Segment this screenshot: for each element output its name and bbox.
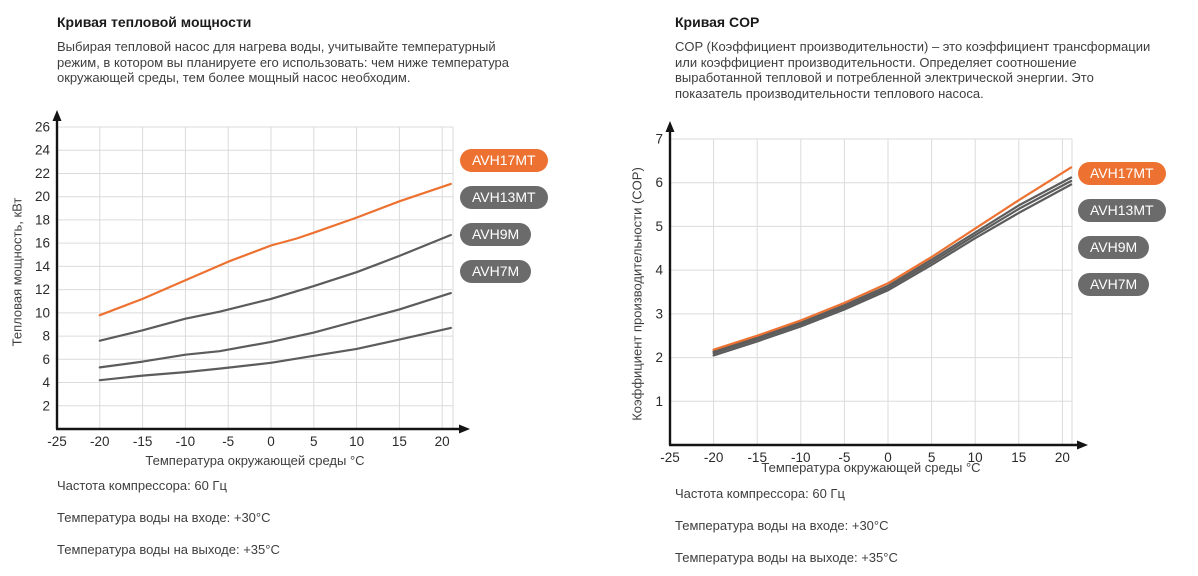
legend-badge-avh13mt[interactable]: AVH13MT bbox=[1078, 199, 1166, 222]
cop-chart-title: Кривая COP bbox=[675, 14, 760, 30]
cop-x-axis-label: Температура окружающей среды °C bbox=[761, 460, 981, 475]
legend-badge-avh9m[interactable]: AVH9M bbox=[460, 223, 532, 246]
y-tick-label: 8 bbox=[42, 329, 50, 344]
y-tick-label: 6 bbox=[42, 352, 50, 367]
legend-badge-avh17mt[interactable]: AVH17MT bbox=[1078, 162, 1166, 185]
x-tick-label: -25 bbox=[47, 434, 67, 449]
legend-badge-avh13mt[interactable]: AVH13MT bbox=[460, 186, 548, 209]
x-tick-label: 10 bbox=[968, 450, 983, 465]
x-tick-label: -10 bbox=[176, 434, 196, 449]
y-axis-arrow-icon bbox=[52, 110, 62, 121]
cop-chart-description: COP (Коэффициент производительности) – э… bbox=[675, 39, 1151, 101]
y-tick-label: 24 bbox=[35, 143, 51, 158]
x-tick-label: -20 bbox=[90, 434, 110, 449]
x-tick-label: 5 bbox=[310, 434, 318, 449]
y-tick-label: 14 bbox=[35, 259, 51, 274]
y-tick-label: 5 bbox=[655, 219, 663, 234]
y-tick-label: 1 bbox=[655, 394, 663, 409]
cop-condition-compressor-frequency: Частота компрессора: 60 Гц bbox=[675, 486, 845, 501]
power-chart-legend: AVH17MT AVH13MT AVH9M AVH7M bbox=[460, 149, 548, 283]
y-tick-label: 12 bbox=[35, 282, 50, 297]
power-condition-compressor-frequency: Частота компрессора: 60 Гц bbox=[57, 478, 227, 493]
x-tick-label: 15 bbox=[392, 434, 407, 449]
x-tick-label: 5 bbox=[928, 450, 936, 465]
x-tick-label: -25 bbox=[660, 450, 680, 465]
y-tick-label: 2 bbox=[42, 398, 50, 413]
y-tick-label: 4 bbox=[42, 375, 50, 390]
legend-badge-avh9m[interactable]: AVH9M bbox=[1078, 236, 1150, 259]
legend-badge-avh7m[interactable]: AVH7M bbox=[1078, 273, 1150, 296]
legend-badge-avh7m[interactable]: AVH7M bbox=[460, 260, 532, 283]
power-chart-description: Выбирая тепловой насос для нагрева воды,… bbox=[57, 39, 510, 85]
x-axis-arrow-icon bbox=[1077, 440, 1088, 450]
x-tick-label: -5 bbox=[838, 450, 850, 465]
x-tick-label: -15 bbox=[747, 450, 767, 465]
cop-condition-water-outlet: Температура воды на выходе: +35°C bbox=[675, 550, 898, 565]
y-tick-label: 16 bbox=[35, 236, 50, 251]
legend-badge-avh17mt[interactable]: AVH17MT bbox=[460, 149, 548, 172]
power-condition-water-outlet: Температура воды на выходе: +35°C bbox=[57, 542, 280, 557]
x-tick-label: -5 bbox=[222, 434, 234, 449]
y-tick-label: 7 bbox=[655, 132, 663, 147]
x-tick-label: 0 bbox=[884, 450, 892, 465]
y-tick-label: 26 bbox=[35, 120, 50, 135]
power-chart: -25 -20 -15 -10 -5 0 5 10 15 20246810121416182022… bbox=[35, 110, 470, 449]
y-tick-label: 10 bbox=[35, 305, 50, 320]
curve-AVH7M bbox=[98, 326, 452, 382]
x-tick-label: -20 bbox=[704, 450, 724, 465]
curve-AVH13MT bbox=[98, 233, 452, 342]
power-condition-water-inlet: Температура воды на входе: +30°C bbox=[57, 510, 271, 525]
curve-AVH13MT bbox=[712, 176, 1073, 353]
y-tick-label: 22 bbox=[35, 166, 50, 181]
x-tick-label: -15 bbox=[133, 434, 153, 449]
x-tick-label: 15 bbox=[1011, 450, 1026, 465]
curve-AVH9M bbox=[98, 292, 452, 369]
y-tick-label: 2 bbox=[655, 350, 663, 365]
y-tick-label: 20 bbox=[35, 189, 50, 204]
cop-condition-water-inlet: Температура воды на входе: +30°C bbox=[675, 518, 889, 533]
cop-chart-legend: AVH17MT AVH13MT AVH9M AVH7M bbox=[1078, 162, 1166, 296]
power-x-axis-label: Температура окружающей среды °C bbox=[145, 453, 365, 468]
curve-AVH17MT bbox=[712, 166, 1073, 351]
cop-y-axis-label: Коэффициент производительности (COP) bbox=[629, 167, 645, 421]
curve-AVH9M bbox=[712, 179, 1073, 355]
cop-chart: -25 -20 -15 -10 -5 0 5 10 15 20 1 2 3 4 5 6 7 bbox=[655, 121, 1088, 465]
power-chart-title: Кривая тепловой мощности bbox=[57, 14, 252, 30]
y-tick-label: 18 bbox=[35, 212, 50, 227]
curve-AVH17MT bbox=[98, 182, 452, 317]
x-tick-label: 20 bbox=[1055, 450, 1070, 465]
x-tick-label: 20 bbox=[435, 434, 450, 449]
y-tick-label: 6 bbox=[655, 175, 663, 190]
x-tick-label: 10 bbox=[349, 434, 364, 449]
x-axis-arrow-icon bbox=[459, 424, 470, 434]
power-y-axis-label: Тепловая мощность, кВт bbox=[9, 197, 25, 347]
curve-AVH7M bbox=[712, 183, 1073, 357]
y-axis-arrow-icon bbox=[665, 121, 675, 132]
x-tick-label: 0 bbox=[267, 434, 275, 449]
x-tick-label: -10 bbox=[791, 450, 811, 465]
y-tick-label: 4 bbox=[655, 263, 663, 278]
y-tick-label: 3 bbox=[655, 306, 663, 321]
